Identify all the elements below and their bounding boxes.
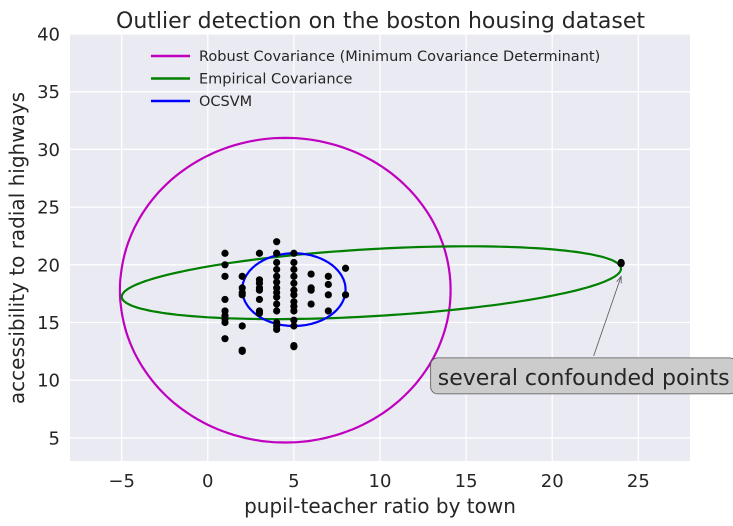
x-tick-label: 25 — [627, 471, 650, 492]
annotation-box — [430, 357, 733, 395]
data-point — [273, 325, 281, 334]
data-point — [221, 335, 229, 343]
y-tick-label: 25 — [37, 198, 60, 219]
chart-title: Outlier detection on the boston housing … — [116, 9, 645, 34]
legend-label: Robust Covariance (Minimum Covariance De… — [199, 49, 600, 65]
data-point — [221, 249, 229, 257]
data-point — [221, 272, 229, 280]
data-point — [341, 291, 350, 299]
data-point — [290, 291, 298, 299]
legend-label: Empirical Covariance — [199, 72, 353, 88]
grid — [70, 33, 690, 461]
y-tick-label: 15 — [37, 313, 60, 334]
x-tick-labels: −5 0 5 10 15 20 25 — [108, 471, 649, 492]
legend: Robust Covariance (Minimum Covariance De… — [151, 49, 600, 110]
data-point — [238, 291, 246, 299]
y-axis-title: accessibility to radial highways — [5, 92, 29, 404]
data-point — [341, 264, 350, 272]
data-point — [255, 286, 264, 294]
x-tick-label: 5 — [288, 471, 299, 492]
data-point — [273, 300, 281, 308]
y-tick-label: 30 — [37, 140, 60, 161]
data-point — [290, 272, 298, 280]
boundary-empirical-covariance — [120, 245, 623, 321]
data-point — [290, 316, 298, 324]
data-point — [617, 260, 625, 268]
data-point — [221, 318, 229, 327]
x-tick-label: −5 — [108, 471, 135, 492]
x-tick-label: 20 — [541, 471, 564, 492]
x-axis-title: pupil-teacher ratio by town — [244, 494, 516, 518]
data-point — [273, 238, 281, 246]
data-point — [324, 272, 332, 280]
x-tick-label: 15 — [455, 471, 478, 492]
data-point — [324, 307, 332, 315]
annotation-arrowhead — [616, 275, 622, 284]
data-point — [221, 295, 229, 304]
data-point — [273, 258, 281, 267]
data-point — [238, 347, 246, 355]
data-point — [273, 265, 281, 274]
data-point — [307, 270, 315, 278]
x-tick-label: 10 — [369, 471, 392, 492]
boundary-robust-covariance-minimum-covariance-determinant — [118, 136, 452, 444]
y-tick-label: 40 — [37, 25, 60, 46]
data-point — [324, 280, 332, 289]
data-point — [324, 291, 332, 299]
data-points — [221, 238, 625, 355]
data-point — [290, 343, 298, 351]
x-tick-label: 0 — [202, 471, 213, 492]
legend-label: OCSVM — [199, 94, 252, 110]
data-point — [255, 249, 264, 257]
annotation-arrow — [593, 276, 622, 357]
y-tick-labels: 5 10 15 20 25 30 35 40 — [37, 25, 60, 450]
data-point — [255, 295, 264, 304]
annotation: several confounded points — [430, 275, 733, 395]
data-point — [290, 258, 298, 267]
data-point — [290, 307, 298, 315]
data-point — [238, 322, 246, 330]
data-point — [273, 249, 281, 257]
y-tick-label: 10 — [37, 371, 60, 392]
data-point — [273, 272, 281, 280]
data-point — [307, 300, 315, 308]
y-tick-label: 35 — [37, 82, 60, 103]
data-point — [221, 261, 229, 269]
data-point — [273, 307, 281, 315]
y-tick-label: 5 — [49, 428, 60, 449]
data-point — [273, 278, 281, 286]
data-point — [307, 286, 315, 294]
annotation-label: several confounded points — [438, 366, 730, 391]
data-point — [290, 265, 298, 274]
data-point — [255, 309, 264, 317]
data-point — [273, 293, 281, 301]
y-tick-label: 20 — [37, 255, 60, 276]
data-point — [290, 279, 298, 287]
data-point — [238, 272, 246, 280]
data-point — [290, 322, 298, 330]
data-point — [290, 249, 298, 257]
